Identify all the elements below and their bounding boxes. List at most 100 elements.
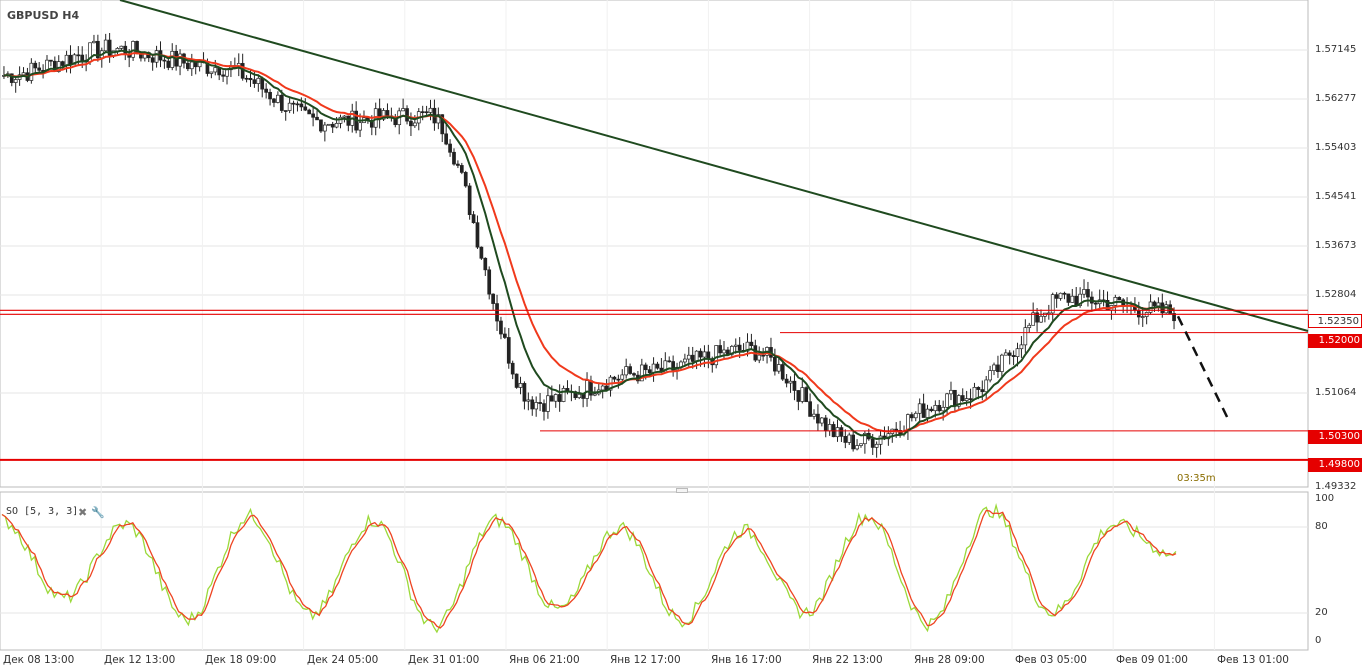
- candle-body: [330, 123, 335, 128]
- candle-body: [874, 443, 879, 448]
- candle-body: [1093, 302, 1098, 305]
- candle-body: [980, 389, 985, 393]
- candle-body: [510, 362, 515, 375]
- candle-body: [616, 378, 621, 381]
- candle-body: [647, 369, 652, 374]
- close-icon[interactable]: ✖: [78, 506, 88, 519]
- candle-body: [424, 111, 429, 114]
- candle-body: [37, 67, 42, 71]
- candle-body: [639, 364, 644, 382]
- candle-body: [68, 54, 73, 65]
- candle-body: [76, 54, 81, 57]
- candle-body: [514, 373, 519, 388]
- candle-body: [385, 110, 390, 117]
- candle-body: [593, 393, 597, 396]
- so-axis-label: 0: [1315, 635, 1322, 646]
- price-axis-label: 1.51064: [1315, 387, 1357, 398]
- candle-body: [686, 354, 691, 360]
- candle-body: [549, 395, 554, 402]
- candle-body: [495, 303, 499, 322]
- candle-body: [835, 427, 840, 438]
- candle-body: [186, 62, 190, 70]
- price-axis-label: 1.57145: [1315, 44, 1357, 55]
- candle-body: [749, 341, 754, 346]
- date-axis-label: Дек 31 01:00: [408, 654, 480, 666]
- candle-body: [913, 412, 918, 419]
- candle-body: [773, 356, 777, 372]
- candle-body: [1082, 289, 1086, 295]
- candle-body: [1007, 352, 1012, 356]
- candle-body: [307, 109, 312, 115]
- candle-body: [956, 395, 961, 407]
- so-axis-label: 80: [1315, 521, 1328, 532]
- stochastic-label: SO [5, 3, 3]: [6, 506, 79, 517]
- candle-body: [456, 163, 460, 166]
- candle-body: [714, 345, 719, 366]
- price-axis-label: 1.49332: [1315, 481, 1357, 492]
- candle-body: [953, 389, 957, 407]
- candle-body: [264, 88, 268, 93]
- wrench-icon[interactable]: 🔧: [91, 506, 105, 519]
- candle-body: [252, 79, 257, 84]
- candle-body: [1000, 354, 1004, 372]
- candle-body: [526, 399, 531, 402]
- candle-body: [405, 108, 409, 122]
- candle-body: [585, 380, 589, 399]
- date-axis-label: Фев 03 05:00: [1015, 654, 1087, 666]
- date-axis-label: Янв 12 17:00: [610, 654, 681, 666]
- current-price-tag: 1.52350: [1308, 314, 1362, 328]
- price-axis-label: 1.53673: [1315, 240, 1357, 251]
- candle-body: [487, 269, 492, 295]
- candle-body: [1152, 301, 1157, 307]
- candle-body: [272, 98, 276, 103]
- symbol-title: GBPUSD H4: [7, 9, 80, 22]
- candle-body: [859, 443, 863, 446]
- candle-body: [683, 358, 687, 363]
- level-price-tag: 1.50300: [1308, 430, 1362, 444]
- candle-body: [937, 404, 942, 412]
- candle-body: [542, 403, 546, 412]
- pane-splitter-handle[interactable]: [676, 488, 688, 493]
- candle-body: [538, 402, 542, 404]
- candle-body: [409, 120, 413, 127]
- candle-body: [119, 45, 124, 49]
- date-axis-label: Дек 08 13:00: [3, 654, 75, 666]
- candle-body: [131, 41, 135, 58]
- candle-body: [475, 222, 480, 248]
- candle-body: [92, 40, 96, 44]
- date-axis-label: Янв 16 17:00: [711, 654, 782, 666]
- candle-body: [13, 79, 18, 83]
- candle-body: [323, 124, 327, 132]
- candle-body: [776, 364, 781, 372]
- candle-body: [573, 391, 578, 399]
- candle-body: [694, 350, 699, 362]
- candle-body: [917, 403, 922, 414]
- candle-body: [209, 71, 214, 74]
- candle-body: [843, 436, 848, 443]
- candle-body: [804, 387, 809, 403]
- date-axis-label: Дек 18 09:00: [205, 654, 277, 666]
- so-axis-label: 100: [1315, 493, 1335, 504]
- candle-body: [1086, 289, 1090, 298]
- candle-body: [295, 103, 300, 106]
- candle-body: [1023, 327, 1028, 346]
- candle-body: [968, 398, 973, 400]
- candle-body: [1035, 312, 1039, 323]
- candle-body: [737, 344, 742, 351]
- stochastic-d-line: [1, 509, 1177, 629]
- candle-body: [189, 61, 194, 70]
- candle-body: [150, 57, 155, 63]
- candle-body: [444, 133, 449, 145]
- candle-body: [299, 103, 304, 108]
- candle-body: [503, 333, 507, 338]
- ema-fast-line: [3, 49, 1175, 441]
- candle-body: [315, 116, 319, 121]
- candle-body: [1015, 348, 1020, 357]
- candle-body: [326, 123, 331, 126]
- candle-body: [401, 108, 405, 112]
- candle-body: [260, 77, 265, 90]
- candle-body: [256, 77, 261, 84]
- candle-body: [1117, 297, 1122, 301]
- candle-body: [1164, 304, 1169, 314]
